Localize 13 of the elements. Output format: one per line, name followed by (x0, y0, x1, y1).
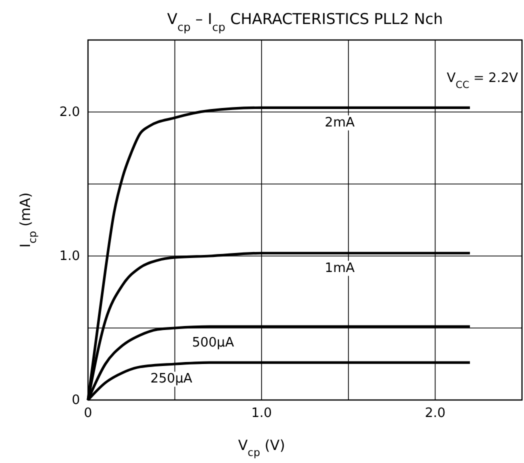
series-label: 250μA (150, 372, 192, 387)
y-tick-label: 1.0 (59, 249, 80, 264)
x-tick-label: 0 (84, 406, 92, 422)
series-label: 1mA (324, 260, 355, 276)
x-tick-label: 2.0 (424, 406, 446, 422)
chart-title: V$_{cp}$ – I$_{cp}$ CHARACTERISTICS PLL2 Nch (167, 10, 443, 34)
annotation: V$_{CC}$ = 2.2V (446, 71, 518, 90)
y-tick-label: 0 (72, 393, 80, 408)
series-label: 2mA (324, 115, 355, 130)
y-tick-label: 2.0 (59, 105, 80, 120)
x-tick-label: 1.0 (251, 406, 272, 422)
series-label: 500μA (192, 336, 234, 351)
x-axis-title: V$_{cp}$ (V) (238, 438, 286, 459)
